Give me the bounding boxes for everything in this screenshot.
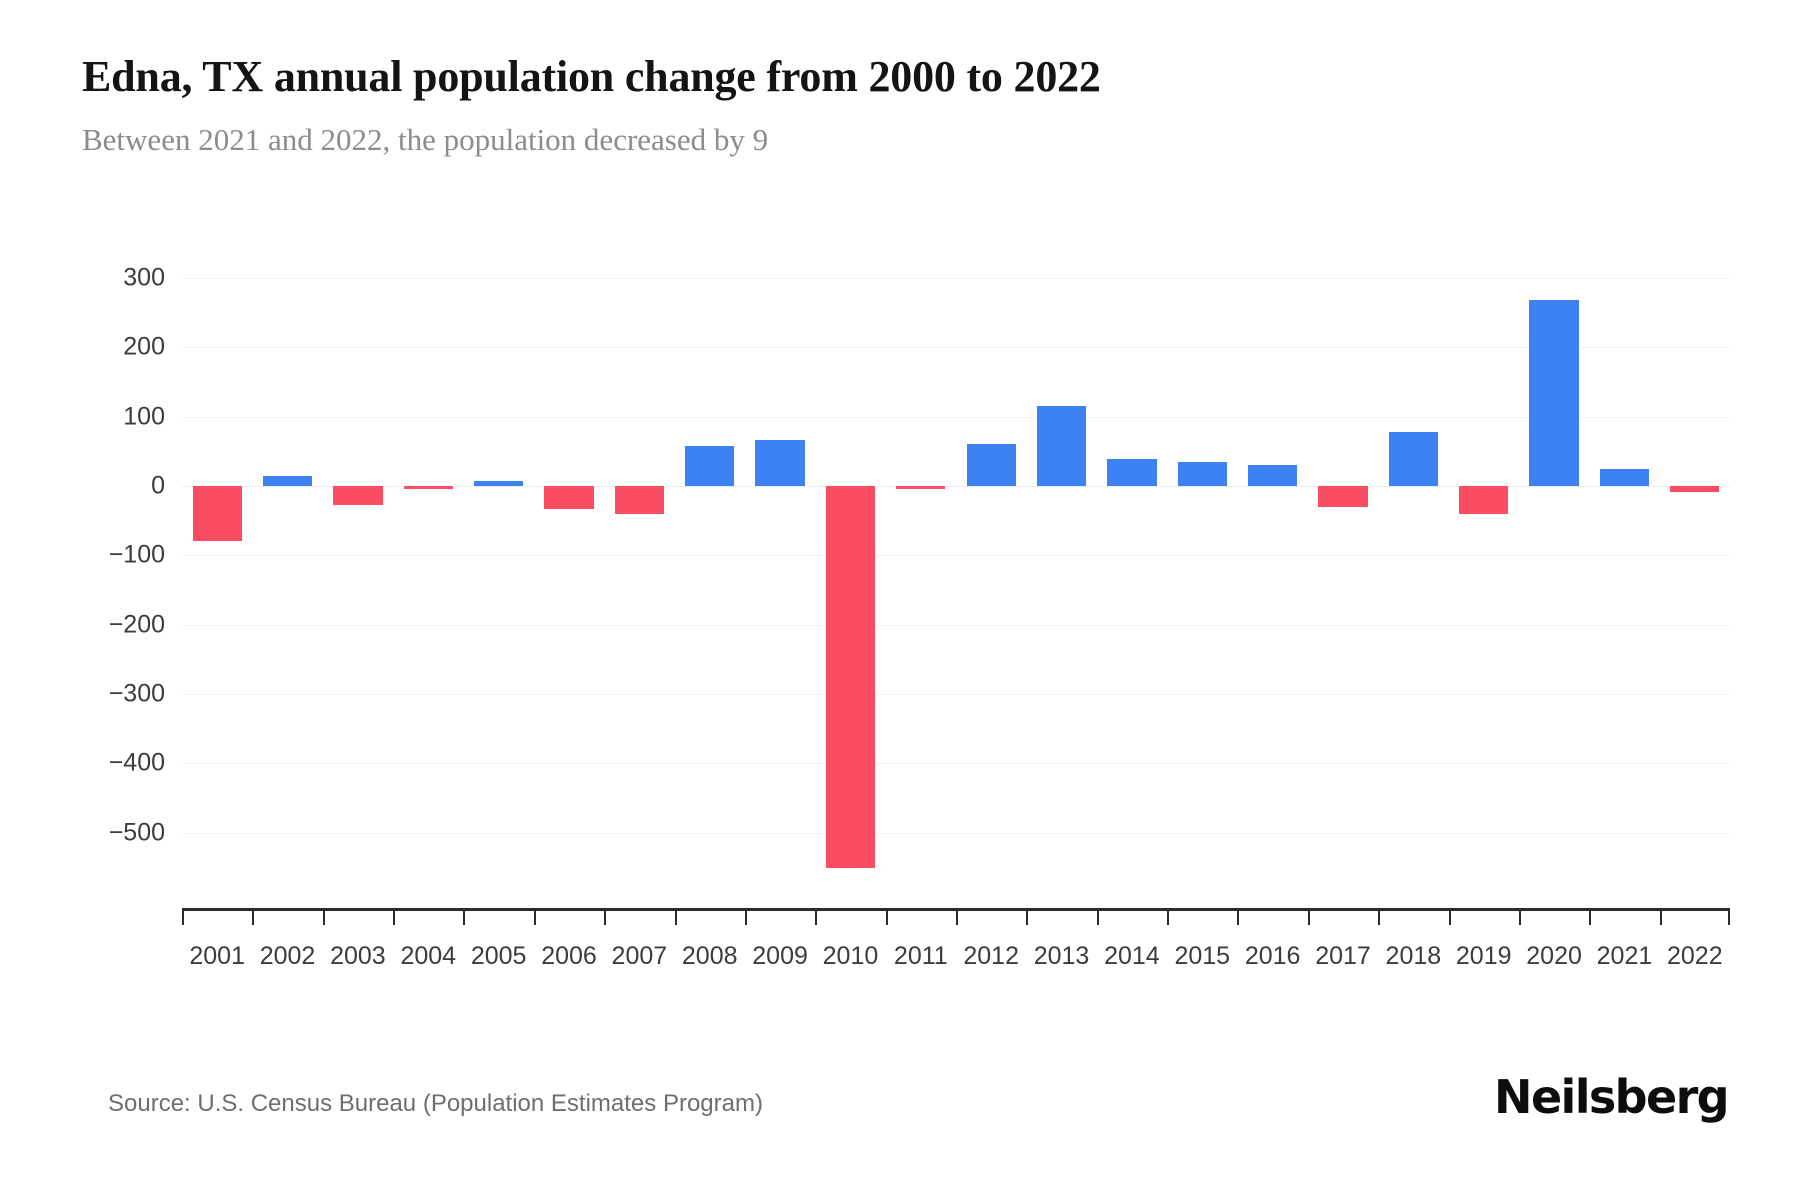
y-axis-tick-label: 300 — [123, 263, 165, 292]
x-axis-tick — [322, 908, 325, 925]
gridline — [182, 832, 1730, 834]
x-axis-tick — [1659, 908, 1662, 925]
source-note: Source: U.S. Census Bureau (Population E… — [108, 1090, 763, 1117]
y-axis-tick-label: 200 — [123, 332, 165, 361]
x-axis-tick — [393, 908, 396, 925]
x-axis-tick — [182, 908, 184, 925]
x-axis-tick — [815, 908, 818, 925]
x-axis-labels: 2001 2002 2003 2004 2005 2006 2007 2008 2009 2010… — [182, 942, 1730, 982]
bar-2018[interactable] — [1388, 431, 1438, 486]
bar-2007[interactable] — [614, 486, 664, 514]
y-axis-tick-label: 100 — [123, 402, 165, 431]
zero-gridline — [182, 486, 1730, 487]
bar-2006[interactable] — [544, 486, 594, 509]
bar-2015[interactable] — [1177, 462, 1227, 486]
x-axis-tick-label: 2013 — [1033, 942, 1090, 970]
x-axis-tick — [533, 908, 536, 925]
bar-2017[interactable] — [1318, 486, 1368, 507]
bar-2019[interactable] — [1459, 486, 1509, 515]
x-axis-tick-label: 2012 — [963, 942, 1019, 970]
x-axis-tick-label: 2010 — [822, 942, 879, 970]
bar-2014[interactable] — [1107, 458, 1157, 486]
gridline — [182, 763, 1730, 765]
x-axis-tick — [463, 908, 466, 925]
x-axis-tick — [674, 908, 677, 925]
x-axis-tick-label: 2004 — [400, 942, 457, 970]
x-axis-tick-label: 2020 — [1526, 942, 1582, 970]
gridline — [182, 347, 1730, 349]
bar-2021[interactable] — [1599, 469, 1650, 486]
bar-2012[interactable] — [966, 443, 1016, 486]
neilsberg-logo: Neilsberg — [1494, 1070, 1730, 1124]
x-axis-tick-label: 2006 — [541, 942, 597, 970]
bar-2020[interactable] — [1529, 300, 1579, 486]
x-axis-tick — [252, 908, 255, 925]
y-axis-tick-label: −200 — [108, 610, 165, 639]
gridline — [182, 555, 1730, 557]
x-axis-tick-label: 2008 — [681, 942, 738, 970]
x-axis-tick-label: 2021 — [1596, 942, 1653, 970]
gridline — [182, 694, 1730, 695]
bar-2013[interactable] — [1036, 405, 1087, 486]
x-axis-tick-label: 2005 — [470, 942, 527, 970]
x-axis-tick-label: 2015 — [1174, 942, 1231, 970]
x-axis-tick-label: 2017 — [1315, 942, 1371, 970]
x-axis-tick — [956, 908, 958, 925]
y-axis-tick-label: 0 — [151, 471, 165, 500]
y-axis-labels: 300 200 100 0 −100 −200 −300 −400 −500 — [0, 264, 165, 902]
x-axis-tick — [744, 908, 747, 925]
x-axis-tick-label: 2002 — [259, 942, 316, 970]
bar-2003[interactable] — [333, 486, 383, 506]
y-axis-tick-label: −100 — [108, 540, 165, 569]
x-axis-tick-label: 2018 — [1385, 942, 1442, 970]
x-axis-tick — [1728, 908, 1730, 925]
x-axis-tick-label: 2019 — [1455, 942, 1512, 970]
chart-header: Edna, TX annual population change from 2… — [82, 52, 1722, 158]
bar-2008[interactable] — [685, 446, 735, 486]
y-axis-tick-label: −400 — [108, 748, 165, 777]
bar-2005[interactable] — [474, 481, 524, 486]
x-axis-tick — [1167, 908, 1170, 925]
gridline — [182, 416, 1730, 418]
x-axis-tick — [1378, 908, 1381, 925]
x-axis-tick — [604, 908, 607, 925]
plot-area — [182, 278, 1730, 902]
page-title: Edna, TX annual population change from 2… — [82, 52, 1101, 101]
bar-2011[interactable] — [896, 486, 946, 490]
x-axis-tick-label: 2022 — [1667, 942, 1723, 970]
bar-2022[interactable] — [1670, 486, 1720, 493]
x-axis-tick-label: 2001 — [189, 942, 245, 970]
x-axis-tick — [1589, 908, 1592, 925]
bar-2001[interactable] — [192, 486, 242, 541]
x-axis-tick — [1026, 908, 1029, 925]
bar-series — [182, 278, 1730, 902]
x-axis-tick — [1518, 908, 1521, 925]
chart-subtitle: Between 2021 and 2022, the population de… — [82, 121, 769, 157]
x-axis-tick — [1448, 908, 1451, 925]
y-axis-tick-label: −300 — [108, 679, 165, 708]
x-axis-tick-label: 2016 — [1244, 942, 1301, 970]
x-axis-tick — [885, 908, 888, 925]
x-axis-tick — [1096, 908, 1099, 925]
bar-2009[interactable] — [755, 439, 805, 486]
bar-2010[interactable] — [825, 486, 876, 869]
x-axis-tick-label: 2009 — [752, 942, 808, 970]
x-axis-tick-label: 2011 — [893, 942, 948, 970]
bar-2002[interactable] — [262, 476, 313, 486]
bar-2004[interactable] — [403, 486, 453, 489]
bar-2016[interactable] — [1248, 465, 1298, 486]
gridline — [182, 278, 1730, 279]
gridline — [182, 624, 1730, 626]
x-axis-tick-label: 2014 — [1104, 942, 1160, 970]
x-axis-tick-label: 2003 — [330, 942, 386, 970]
x-axis-tick — [1237, 908, 1240, 925]
x-axis-tick — [1307, 908, 1310, 925]
y-axis-tick-label: −500 — [108, 818, 165, 847]
x-axis-tick-label: 2007 — [611, 942, 668, 970]
